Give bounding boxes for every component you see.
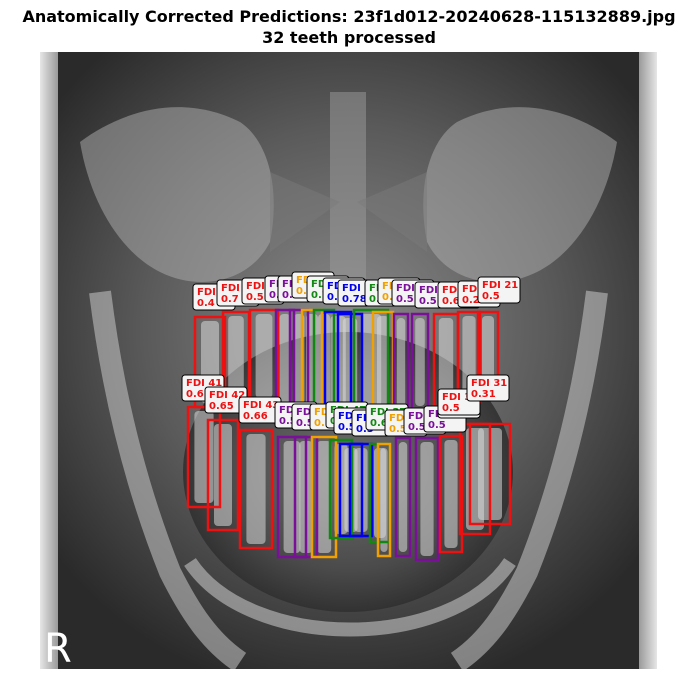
tooth-fdi-label: FDI 24 — [419, 285, 455, 296]
figure-subtitle: 32 teeth processed — [262, 28, 436, 47]
tooth-box-fdi-38 — [348, 442, 374, 538]
tooth-fdi-label: FDI 25 — [396, 283, 432, 294]
tooth-fdi-label: FDI 18 — [197, 287, 233, 298]
tooth-shape — [194, 411, 214, 503]
tooth-confidence-score: 0.5 — [356, 424, 374, 435]
tooth-fdi-label: FDI 16 — [246, 281, 282, 292]
tooth-confidence-score: 0.59 — [338, 422, 363, 433]
tooth-confidence-score: 0.62 — [442, 296, 467, 307]
tooth-confidence-score: 0.65 — [209, 401, 234, 412]
tooth-box-fdi-45 — [293, 435, 319, 559]
tooth-box-fdi-36 — [376, 442, 392, 558]
tooth-box-fdi-44 — [276, 435, 308, 559]
tooth-confidence-score: 0.5 — [419, 296, 437, 307]
label-background — [477, 276, 521, 304]
tooth-confidence-score: 0.31 — [471, 389, 496, 400]
tooth-shape — [246, 434, 266, 544]
tooth-shape — [380, 448, 388, 552]
tooth-shape — [420, 442, 434, 556]
tooth-confidence-score: 0.5 — [296, 418, 314, 429]
tooth-box-fdi-42 — [206, 418, 240, 532]
tooth-box-fdi-35 — [394, 436, 412, 558]
tooth-shape — [255, 314, 273, 398]
tooth-confidence-score: 0.6 — [186, 389, 204, 400]
tooth-fdi-label: FDI 28 — [342, 283, 378, 294]
tooth-confidence-score: 0.5 — [279, 416, 297, 427]
tooth-box-fdi-33 — [438, 434, 464, 554]
tooth-confidence-score: 0.5 — [396, 294, 414, 305]
tooth-confidence-score: 0.6 — [382, 292, 400, 303]
tooth-box-fdi-47 — [328, 438, 354, 540]
tooth-confidence-score: 0.7 — [296, 286, 314, 297]
label-background — [466, 374, 510, 402]
tooth-box-fdi-41 — [186, 405, 222, 509]
tooth-confidence-score: 0.5 — [389, 424, 407, 435]
tooth-fdi-label: FDI 41 — [186, 378, 222, 389]
tooth-label-fdi-21: FDI 210.5 — [477, 276, 521, 304]
tooth-shape — [396, 318, 406, 408]
tooth-shape — [228, 316, 244, 398]
figure-title: Anatomically Corrected Predictions: 23f1… — [22, 7, 676, 26]
tooth-confidence-score: 0.7 — [311, 290, 329, 301]
tooth-confidence-score: 0.66 — [243, 411, 268, 422]
tooth-confidence-score: 0.4 — [197, 298, 215, 309]
tooth-fdi-label: FDI 21 — [482, 280, 518, 291]
tooth-confidence-score: 0.78 — [342, 294, 367, 305]
tooth-shape — [398, 442, 408, 552]
tooth-shape — [415, 318, 425, 406]
tooth-fdi-label: FDI 32 — [442, 392, 478, 403]
tooth-confidence-score: 0.6 — [370, 418, 388, 429]
tooth-shape — [360, 314, 382, 406]
tooth-box-fdi-34 — [414, 436, 440, 562]
tooth-fdi-label: FDI 17 — [221, 283, 257, 294]
tooth-fdi-label: FDI 31 — [471, 378, 507, 389]
tooth-confidence-score: 0.5 — [442, 403, 460, 414]
tooth-confidence-score: 0.5 — [428, 420, 446, 431]
tooth-shape — [279, 314, 291, 404]
tooth-confidence-score: 0.5 — [408, 422, 426, 433]
tooth-box-fdi-46 — [310, 435, 338, 559]
tooth-shape — [444, 440, 458, 548]
watermark-letter: R — [44, 626, 72, 669]
tooth-confidence-score: 0.5 — [282, 290, 300, 301]
tooth-confidence-score: 0.5 — [314, 418, 332, 429]
tooth-box-fdi-43 — [238, 428, 274, 550]
tooth-confidence-score: 0.5 — [482, 291, 500, 302]
tooth-fdi-label: FDI 43 — [243, 400, 279, 411]
tooth-confidence-score: 0.2 — [462, 295, 480, 306]
tooth-fdi-label: FDI 42 — [209, 390, 245, 401]
tooth-confidence-score: 0.8 — [327, 292, 345, 303]
tooth-confidence-score: 0.5 — [246, 292, 264, 303]
tooth-label-fdi-31: FDI 310.31 — [466, 374, 510, 402]
tooth-shape — [377, 316, 389, 408]
tooth-box-fdi-31 — [468, 422, 512, 526]
tooth-shape — [214, 424, 232, 526]
tooth-label-fdi-43: FDI 430.66 — [238, 396, 282, 424]
tooth-shape — [316, 441, 332, 553]
tooth-confidence-score: 0.7 — [221, 294, 239, 305]
tooth-shape — [283, 441, 301, 553]
detection-boxes — [186, 308, 512, 562]
tooth-shape — [438, 318, 454, 402]
